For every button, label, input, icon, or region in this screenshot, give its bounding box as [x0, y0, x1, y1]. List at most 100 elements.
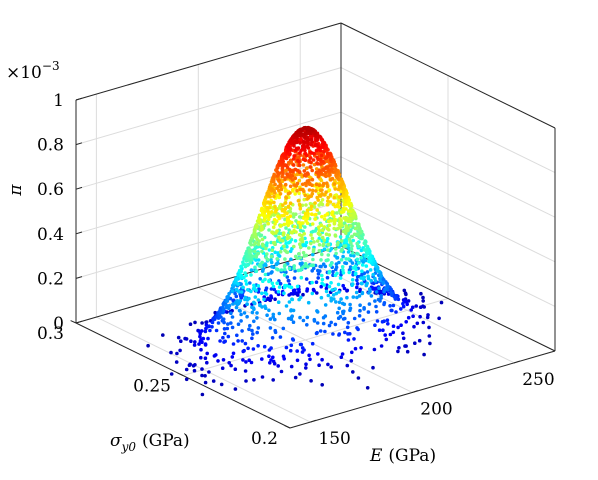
data-point — [313, 217, 318, 221]
data-point — [291, 215, 296, 219]
data-point — [310, 212, 314, 216]
data-point — [236, 322, 241, 327]
data-point — [338, 276, 343, 280]
data-point — [288, 152, 292, 156]
data-point — [297, 178, 302, 183]
data-point — [267, 278, 271, 283]
data-point — [372, 347, 377, 352]
data-point — [355, 282, 360, 286]
grid-line — [340, 156, 556, 263]
data-point — [293, 375, 298, 380]
data-point — [198, 334, 202, 339]
data-point — [255, 311, 259, 315]
data-point — [417, 338, 422, 343]
data-point — [293, 192, 298, 196]
data-point — [268, 201, 273, 205]
data-point — [216, 359, 220, 363]
data-point — [303, 261, 308, 266]
data-point — [305, 166, 309, 170]
data-point — [285, 275, 290, 279]
grid-line — [75, 67, 342, 146]
data-point — [378, 278, 383, 283]
data-point — [249, 249, 253, 253]
data-point — [169, 350, 173, 355]
data-point — [399, 307, 403, 311]
data-point — [253, 232, 258, 237]
data-point — [241, 285, 245, 290]
data-point — [256, 344, 260, 348]
data-point — [333, 187, 338, 191]
data-point — [221, 358, 226, 362]
data-point — [309, 233, 313, 237]
data-point — [315, 321, 320, 325]
data-point — [161, 333, 165, 337]
data-point — [325, 236, 330, 241]
data-point — [341, 191, 346, 195]
data-point — [237, 308, 242, 313]
data-point — [146, 343, 150, 348]
z-tick-label: 0.8 — [37, 136, 64, 156]
data-point — [373, 299, 377, 303]
data-point — [239, 264, 243, 269]
data-point — [309, 379, 313, 383]
data-point — [267, 248, 272, 252]
data-point — [325, 151, 330, 156]
data-point — [292, 288, 297, 293]
data-point — [283, 283, 287, 288]
data-point — [260, 207, 265, 212]
data-point — [291, 212, 296, 216]
data-point — [255, 316, 259, 320]
data-point — [358, 303, 362, 308]
data-point — [302, 197, 307, 202]
data-point — [279, 268, 284, 272]
data-point — [293, 239, 298, 243]
data-point — [271, 378, 276, 382]
data-point — [210, 325, 214, 329]
data-point — [270, 210, 274, 214]
data-point — [326, 248, 330, 252]
data-point — [301, 139, 306, 144]
data-point — [244, 279, 248, 283]
data-point — [263, 200, 268, 205]
data-point — [345, 295, 349, 300]
data-point — [308, 150, 313, 155]
data-point — [362, 241, 367, 245]
data-point — [349, 247, 354, 251]
data-point — [270, 264, 274, 269]
data-point — [388, 332, 393, 337]
data-point — [307, 353, 311, 358]
data-point — [317, 236, 322, 241]
data-point — [256, 326, 261, 330]
data-point — [268, 361, 272, 365]
data-point — [267, 205, 272, 210]
data-point — [421, 320, 426, 325]
data-point — [260, 242, 265, 247]
data-point — [304, 203, 308, 207]
data-point — [203, 374, 207, 378]
data-point — [269, 358, 273, 362]
data-point — [219, 382, 224, 387]
data-point — [361, 318, 366, 322]
data-point — [200, 340, 204, 345]
data-point — [410, 305, 415, 310]
data-point — [297, 215, 302, 219]
data-point — [355, 251, 359, 256]
data-point — [317, 203, 321, 207]
data-point — [321, 262, 326, 267]
data-point — [301, 318, 306, 323]
data-point — [310, 341, 315, 346]
data-point — [327, 269, 332, 274]
data-point — [310, 191, 315, 196]
data-point — [285, 215, 290, 220]
data-point — [283, 263, 287, 267]
data-point — [345, 288, 350, 293]
data-point — [421, 295, 425, 300]
grid-line — [182, 298, 449, 376]
data-point — [179, 339, 183, 344]
data-point — [211, 379, 216, 383]
data-point — [339, 210, 344, 214]
data-point — [322, 238, 327, 243]
data-point — [284, 168, 289, 172]
data-point — [283, 267, 287, 272]
data-point — [203, 380, 208, 385]
